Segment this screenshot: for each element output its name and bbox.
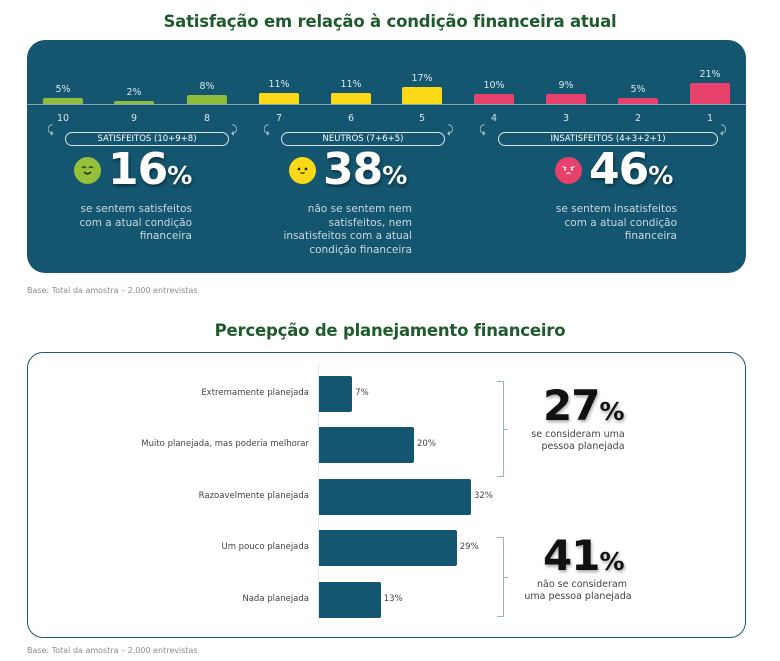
hbar bbox=[319, 376, 353, 412]
group-pill-insatisfeitos: INSATISFEITOS (4+3+2+1) bbox=[498, 132, 718, 146]
bar-value-label: 9% bbox=[558, 80, 574, 92]
satisfeitos-total: 16% bbox=[108, 144, 193, 195]
bar-value-label: 2% bbox=[126, 87, 142, 99]
bar-value-label: 11% bbox=[340, 78, 362, 90]
hbar-category-label: Muito planejada, mas poderia melhorar bbox=[141, 439, 309, 449]
bar-score-6 bbox=[331, 92, 371, 104]
bar-value-label: 5% bbox=[630, 84, 646, 96]
hbar-category-label: Um pouco planejada bbox=[221, 542, 309, 552]
group-hook-right-neutros: ⤸ bbox=[447, 123, 454, 136]
bar-score-3 bbox=[546, 94, 586, 104]
score-tick-label: 3 bbox=[562, 113, 570, 124]
chart-title-planning: Percepção de planejamento financeiro bbox=[214, 321, 566, 340]
group-hook-left-satisfeitos: ⤹ bbox=[47, 123, 54, 136]
hbar-value-label: 20% bbox=[417, 439, 436, 449]
score-tick-label: 8 bbox=[203, 113, 211, 124]
group-hook-right-satisfeitos: ⤸ bbox=[231, 123, 238, 136]
hbar bbox=[319, 479, 471, 515]
hbar-value-label: 29% bbox=[459, 542, 479, 552]
bar-score-7 bbox=[259, 92, 299, 104]
hbar-category-label: Razoavelmente planejada bbox=[198, 491, 309, 501]
hbar-value-label: 7% bbox=[355, 388, 369, 398]
bar-score-1 bbox=[690, 83, 730, 104]
insatisfeitos-description: se sentem insatisfeitos com a atual cond… bbox=[555, 203, 677, 242]
satisfaction-panel: 5% 10 2% 9 8% 8 11% 7 11% 6 17% 5 10% 4 9% 3 5% 2 21% 1 ⤹ ⤸… bbox=[27, 40, 746, 273]
score-tick-label: 6 bbox=[347, 113, 355, 124]
base-note-planning: Base: Total da amostra – 2.000 entrevist… bbox=[27, 646, 198, 655]
not-planned-total: 41% bbox=[543, 531, 625, 580]
score-tick-label: 4 bbox=[490, 113, 498, 124]
group-hook-right-insatisfeitos: ⤸ bbox=[720, 123, 727, 136]
bar-score-10 bbox=[43, 98, 83, 104]
group-hook-left-insatisfeitos: ⤹ bbox=[479, 123, 486, 136]
bar-value-label: 21% bbox=[699, 69, 721, 81]
happy-face-icon bbox=[74, 157, 101, 184]
planned-total: 27% bbox=[543, 381, 625, 430]
angry-face-icon bbox=[555, 157, 582, 184]
bar-value-label: 5% bbox=[55, 84, 71, 96]
bracket-not-planned bbox=[497, 537, 508, 617]
score-tick-label: 9 bbox=[130, 113, 138, 124]
base-note-satisfaction: Base: Total da amostra – 2.000 entrevist… bbox=[27, 286, 198, 295]
neutros-total: 38% bbox=[323, 144, 408, 195]
group-pill-satisfeitos: SATISFEITOS (10+9+8) bbox=[65, 132, 229, 146]
hbar-value-label: 32% bbox=[474, 491, 493, 501]
bar-value-label: 8% bbox=[199, 81, 215, 93]
bar-value-label: 11% bbox=[268, 78, 290, 90]
bar-axis bbox=[318, 363, 319, 625]
not-planned-description: não se consideram uma pessoa planejada bbox=[524, 579, 632, 602]
score-tick-label: 10 bbox=[56, 113, 70, 124]
hbar-category-label: Nada planejada bbox=[242, 594, 309, 604]
score-tick-label: 5 bbox=[418, 113, 426, 124]
bar-score-5 bbox=[402, 86, 442, 104]
group-hook-left-neutros: ⤹ bbox=[263, 123, 270, 136]
bar-value-label: 10% bbox=[483, 79, 505, 91]
hbar-category-label: Extremamente planejada bbox=[201, 388, 309, 398]
bar-score-9 bbox=[114, 101, 154, 104]
neutros-description: não se sentem nem satisfeitos, nem insat… bbox=[283, 203, 413, 256]
satisfeitos-description: se sentem satisfeitos com a atual condiç… bbox=[79, 203, 193, 242]
insatisfeitos-total: 46% bbox=[589, 144, 674, 195]
bar-score-2 bbox=[618, 98, 658, 104]
hbar bbox=[319, 427, 414, 463]
hbar bbox=[319, 582, 381, 618]
chart-title-satisfaction: Satisfação em relação à condição finance… bbox=[163, 12, 617, 31]
planning-panel: Extremamente planejada 7% Muito planejada,… bbox=[27, 352, 746, 638]
hbar bbox=[319, 530, 457, 566]
bar-score-4 bbox=[474, 93, 514, 104]
score-tick-label: 2 bbox=[634, 113, 642, 124]
bar-score-8 bbox=[187, 95, 227, 104]
score-tick-label: 7 bbox=[275, 113, 283, 124]
neutral-face-icon bbox=[289, 157, 316, 184]
bar-value-label: 17% bbox=[411, 72, 433, 84]
group-pill-neutros: NEUTROS (7+6+5) bbox=[281, 132, 445, 146]
planned-description: se consideram uma pessoa planejada bbox=[531, 429, 625, 452]
bracket-planned bbox=[497, 381, 508, 477]
hbar-value-label: 13% bbox=[383, 594, 403, 604]
bar-baseline bbox=[27, 104, 746, 105]
score-tick-label: 1 bbox=[706, 113, 714, 124]
